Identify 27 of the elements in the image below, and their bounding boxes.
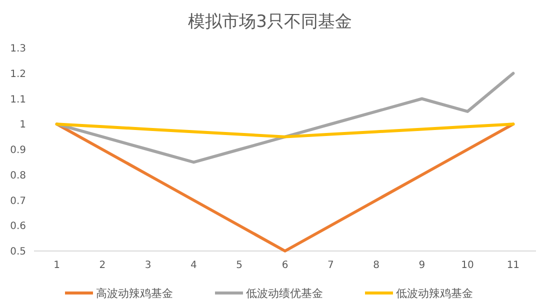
- x-tick-label: 8: [373, 260, 380, 271]
- x-tick-label: 7: [327, 260, 334, 271]
- x-tick-label: 1: [54, 260, 60, 271]
- legend-label: 高波动辣鸡基金: [96, 286, 173, 300]
- y-tick-label: 0.9: [10, 145, 26, 156]
- x-tick-label: 10: [461, 260, 474, 271]
- line-series: [55, 122, 515, 138]
- x-tick-label: 5: [236, 260, 243, 271]
- x-tick-label: 3: [144, 260, 152, 271]
- y-tick-label: 0.8: [10, 170, 26, 182]
- legend-label: 低波动绩优基金: [246, 286, 323, 300]
- y-tick-label: 1.1: [10, 94, 26, 106]
- x-tick-label: 2: [99, 260, 106, 271]
- y-tick-label: 1.3: [10, 44, 26, 54]
- x-tick-label: 11: [506, 260, 520, 271]
- y-tick-label: 1.2: [10, 68, 26, 80]
- y-tick-label: 0.6: [10, 221, 26, 232]
- line-series: [55, 122, 515, 252]
- x-tick-label: 6: [282, 260, 288, 271]
- x-tick-label: 4: [190, 260, 197, 271]
- y-tick-label: 0.5: [10, 246, 26, 258]
- y-tick-label: 0.7: [10, 196, 26, 207]
- legend-label: 低波动辣鸡基金: [396, 286, 473, 300]
- y-tick-label: 1: [20, 120, 26, 131]
- chart-title: 模拟市场3只不同基金: [188, 12, 352, 32]
- x-tick-label: 9: [418, 260, 426, 271]
- line-series: [55, 72, 515, 164]
